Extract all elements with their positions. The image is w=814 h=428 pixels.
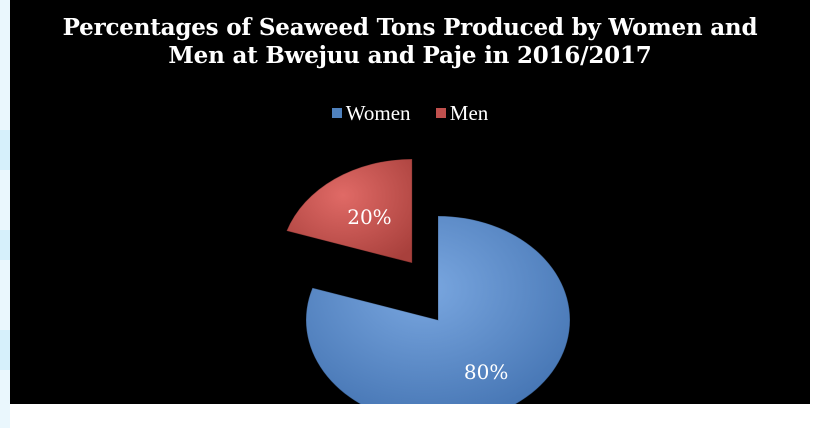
chart-area: Percentages of Seaweed Tons Produced by …	[10, 0, 810, 404]
legend-label-women: Women	[345, 101, 411, 125]
chart-legend: Women Men	[10, 101, 810, 125]
legend-item-women: Women	[331, 101, 411, 125]
pie-slice-men	[285, 158, 413, 264]
chart-title: Percentages of Seaweed Tons Produced by …	[62, 14, 758, 69]
left-edge-band	[0, 230, 10, 260]
legend-item-men: Men	[435, 101, 489, 125]
pie-chart: 80% 20%	[285, 158, 571, 404]
left-edge-strip	[0, 0, 10, 428]
left-edge-band	[0, 130, 10, 170]
data-label-women: 80%	[464, 360, 508, 384]
legend-swatch-men	[435, 108, 446, 118]
pie-slice-women	[305, 215, 571, 404]
legend-swatch-women	[331, 108, 342, 118]
left-edge-band	[0, 330, 10, 370]
legend-label-men: Men	[449, 101, 489, 125]
data-label-men: 20%	[347, 205, 391, 229]
